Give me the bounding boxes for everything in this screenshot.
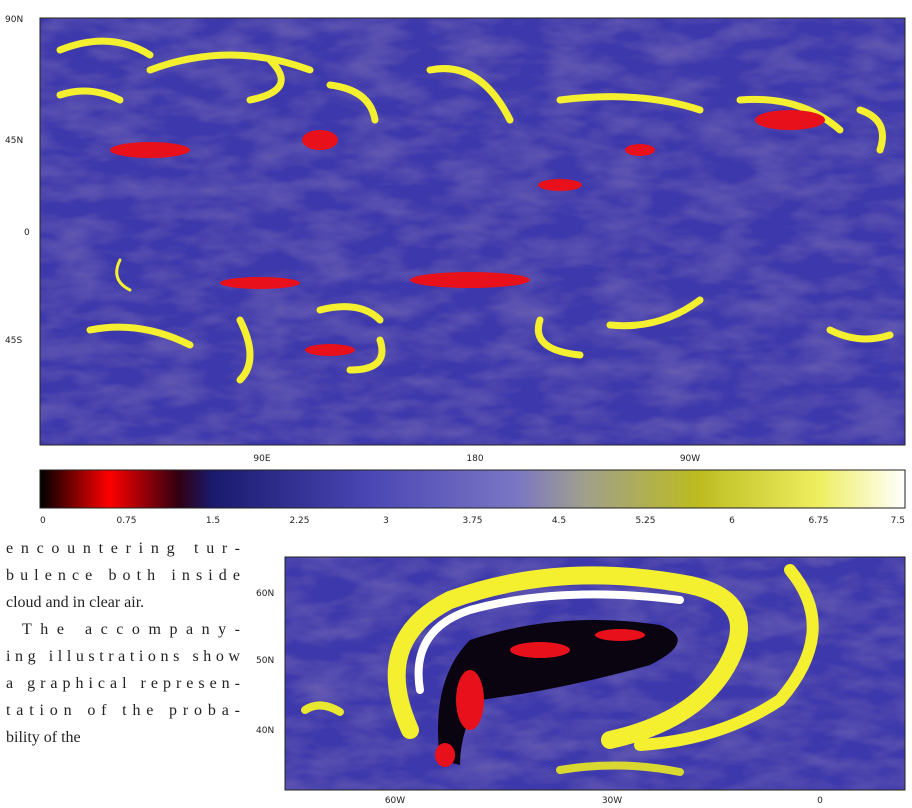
regional-map [285,557,905,790]
latitude-label: 0 [24,228,30,238]
colorbar-tick-label: 4.5 [552,516,566,526]
map-background [40,18,905,445]
colorbar-ticks: 0 0.75 1.5 2.25 3 3.75 4.5 5.25 6 6.75 7.5 [40,516,905,526]
colorbar [40,470,905,508]
body-text: encountering tur-bulence both inside clou… [6,540,240,746]
latitude-label: 60N [256,589,274,599]
colorbar-tick-label: 1.5 [206,516,220,526]
colorbar-tick-label: 0 [40,516,46,526]
body-text-line: ing illustrations show [6,648,240,665]
colorbar-tick-label: 3 [383,516,389,526]
latitude-label: 45N [5,136,23,146]
longitude-label: 180 [466,454,483,464]
colorbar-tick-label: 6.75 [808,516,828,526]
body-text-line: tation of the proba- [6,702,240,719]
latitude-label: 40N [256,726,274,736]
page: 90N 45N 0 45S 90E 180 90W 0 0.75 1.5 2.25 3 3… [0,0,912,808]
latitude-label: 45S [5,336,22,346]
latitude-label: 50N [256,656,274,666]
body-text-line: bulence both inside [6,567,240,584]
colorbar-tick-label: 2.25 [289,516,309,526]
body-text-line: cloud and in clear air. [6,594,144,611]
body-text-line: bility of the [6,729,81,746]
longitude-label: 90W [680,454,700,464]
longitude-label: 60W [385,796,405,806]
colorbar-tick-label: 7.5 [891,516,905,526]
body-text-line: a graphical represen- [6,675,240,692]
colorbar-tick-label: 3.75 [462,516,482,526]
colorbar-tick-label: 5.25 [635,516,655,526]
longitude-label: 0 [817,796,823,806]
latitude-label: 90N [5,15,23,25]
longitude-label: 30W [602,796,622,806]
longitude-label: 90E [253,454,270,464]
colorbar-tick-label: 0.75 [116,516,136,526]
figure-canvas: 90N 45N 0 45S 90E 180 90W 0 0.75 1.5 2.25 3 3… [0,0,912,808]
body-text-line: encountering tur- [6,540,240,557]
global-map [40,18,905,445]
body-text-line: The accompany- [22,621,240,638]
colorbar-tick-label: 6 [729,516,735,526]
